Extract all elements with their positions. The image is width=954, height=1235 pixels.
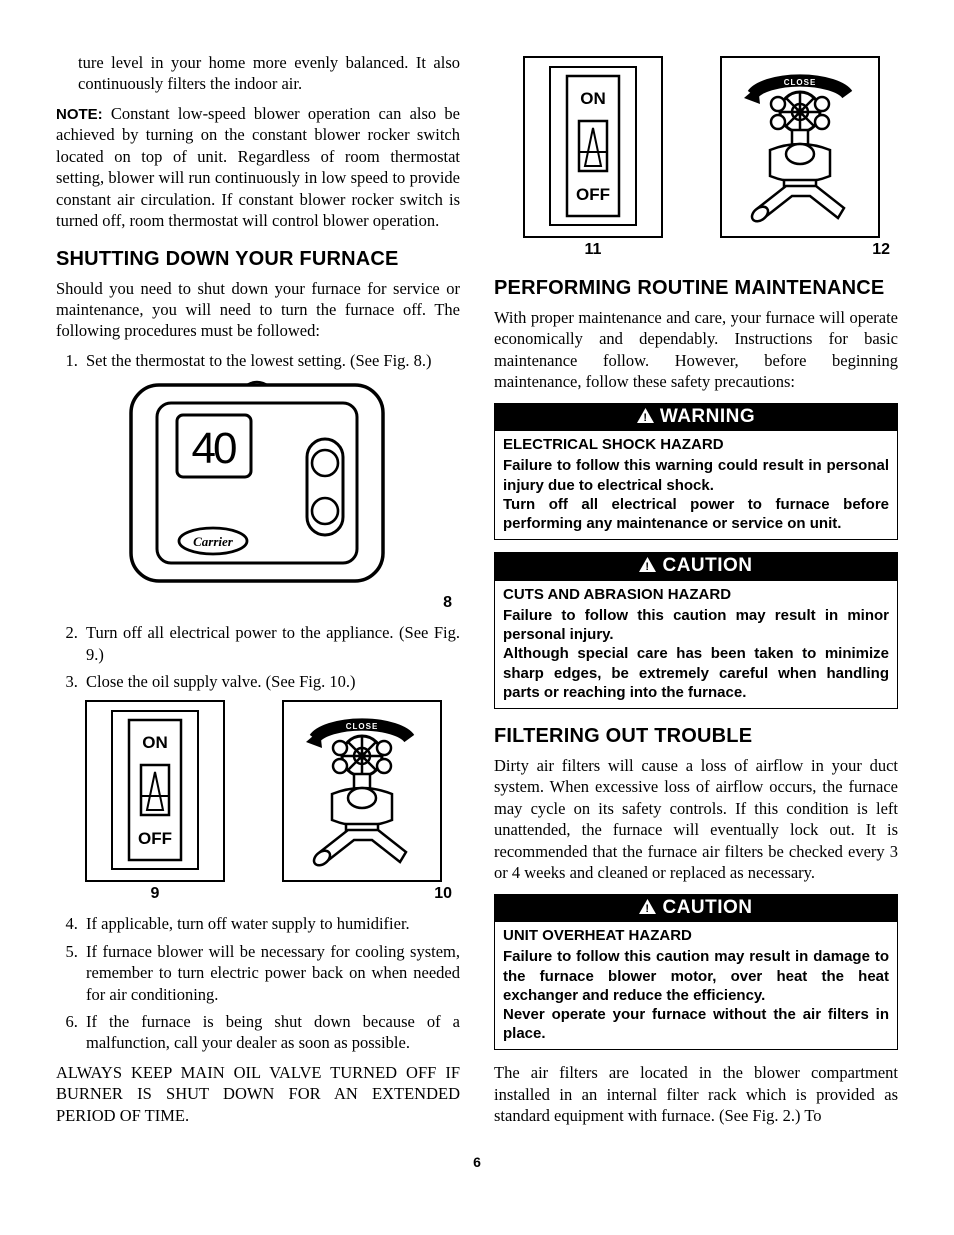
warning-line-2: Turn off all electrical power to furnace… (503, 495, 889, 533)
valve-icon (720, 56, 880, 238)
thermostat-reading: 40 (192, 424, 236, 473)
switch-icon (523, 56, 663, 238)
figure-9-10-row (56, 700, 460, 882)
caution-box-2: ! CAUTION UNIT OVERHEAT HAZARD Failure to… (494, 894, 898, 1051)
caution-2-sub: UNIT OVERHEAT HAZARD (503, 926, 889, 945)
figure-11-caption: 11 (494, 240, 692, 261)
thermostat-brand: Carrier (193, 534, 234, 549)
steps-list-b: Turn off all electrical power to the app… (56, 622, 460, 692)
note-text: Constant low-speed blower operation can … (56, 104, 460, 230)
filtering-paragraph: Dirty air filters will cause a loss of a… (494, 755, 898, 884)
caution-1-line-1: Failure to follow this caution may resul… (503, 606, 889, 644)
heading-filtering: FILTERING OUT TROUBLE (494, 723, 898, 749)
figure-9-10-caption: 9 10 (56, 884, 460, 905)
warning-header: ! WARNING (495, 404, 897, 432)
intro-continued: ture level in your home more evenly bala… (56, 52, 460, 95)
figure-8-caption: 8 (56, 593, 452, 614)
steps-list-c: If applicable, turn off water supply to … (56, 913, 460, 1054)
svg-text:!: ! (646, 561, 650, 572)
figure-11-12-row (494, 56, 898, 238)
heading-shutting-down: SHUTTING DOWN YOUR FURNACE (56, 246, 460, 272)
figure-9 (56, 700, 253, 882)
caution-2-label: CAUTION (662, 897, 752, 918)
shutdown-tail: ALWAYS KEEP MAIN OIL VALVE TURNED OFF IF… (56, 1062, 460, 1126)
page-number: 6 (56, 1153, 898, 1171)
caution-2-header: ! CAUTION (495, 895, 897, 923)
warning-icon: ! (637, 408, 654, 423)
valve-icon (282, 700, 442, 882)
caution-1-line-2: Although special care has been taken to … (503, 644, 889, 702)
caution-box-1: ! CAUTION CUTS AND ABRASION HAZARD Failur… (494, 552, 898, 709)
svg-text:!: ! (643, 412, 647, 423)
figure-9-caption: 9 (56, 884, 254, 905)
steps-list-a: Set the thermostat to the lowest setting… (56, 350, 460, 371)
warning-line-1: Failure to follow this warning could res… (503, 456, 889, 494)
figure-8: 40 Carrier (56, 379, 460, 591)
heading-maintenance: PERFORMING ROUTINE MAINTENANCE (494, 275, 898, 301)
caution-2-line-1: Failure to follow this caution may resul… (503, 947, 889, 1005)
caution-1-header: ! CAUTION (495, 553, 897, 581)
caution-1-label: CAUTION (662, 555, 752, 576)
left-column: ture level in your home more evenly bala… (56, 52, 460, 1135)
warning-label: WARNING (660, 406, 755, 427)
note-label: NOTE: (56, 106, 103, 123)
thermostat-icon: 40 Carrier (127, 379, 389, 591)
warning-sub: ELECTRICAL SHOCK HAZARD (503, 435, 889, 454)
right-column: 11 12 PERFORMING ROUTINE MAINTENANCE Wit… (494, 52, 898, 1135)
svg-text:!: ! (646, 903, 650, 914)
filtering-tail: The air filters are located in the blowe… (494, 1062, 898, 1126)
maintenance-intro: With proper maintenance and care, your f… (494, 307, 898, 393)
figure-12 (701, 56, 898, 238)
step-2: Turn off all electrical power to the app… (82, 622, 460, 665)
step-1: Set the thermostat to the lowest setting… (82, 350, 460, 371)
step-4: If applicable, turn off water supply to … (82, 913, 460, 934)
figure-12-caption: 12 (692, 240, 898, 261)
caution-2-line-2: Never operate your furnace without the a… (503, 1005, 889, 1043)
note-paragraph: NOTE: Constant low-speed blower operatio… (56, 103, 460, 232)
caution-1-sub: CUTS AND ABRASION HAZARD (503, 585, 889, 604)
caution-icon: ! (639, 557, 656, 572)
caution-icon: ! (639, 899, 656, 914)
step-6: If the furnace is being shut down becaus… (82, 1011, 460, 1054)
step-5: If furnace blower will be necessary for … (82, 941, 460, 1005)
figure-10 (263, 700, 460, 882)
switch-icon (85, 700, 225, 882)
warning-box: ! WARNING ELECTRICAL SHOCK HAZARD Failure… (494, 403, 898, 541)
figure-11-12-caption: 11 12 (494, 240, 898, 261)
shutdown-intro: Should you need to shut down your furnac… (56, 278, 460, 342)
figure-10-caption: 10 (254, 884, 460, 905)
step-3: Close the oil supply valve. (See Fig. 10… (82, 671, 460, 692)
figure-11 (494, 56, 691, 238)
